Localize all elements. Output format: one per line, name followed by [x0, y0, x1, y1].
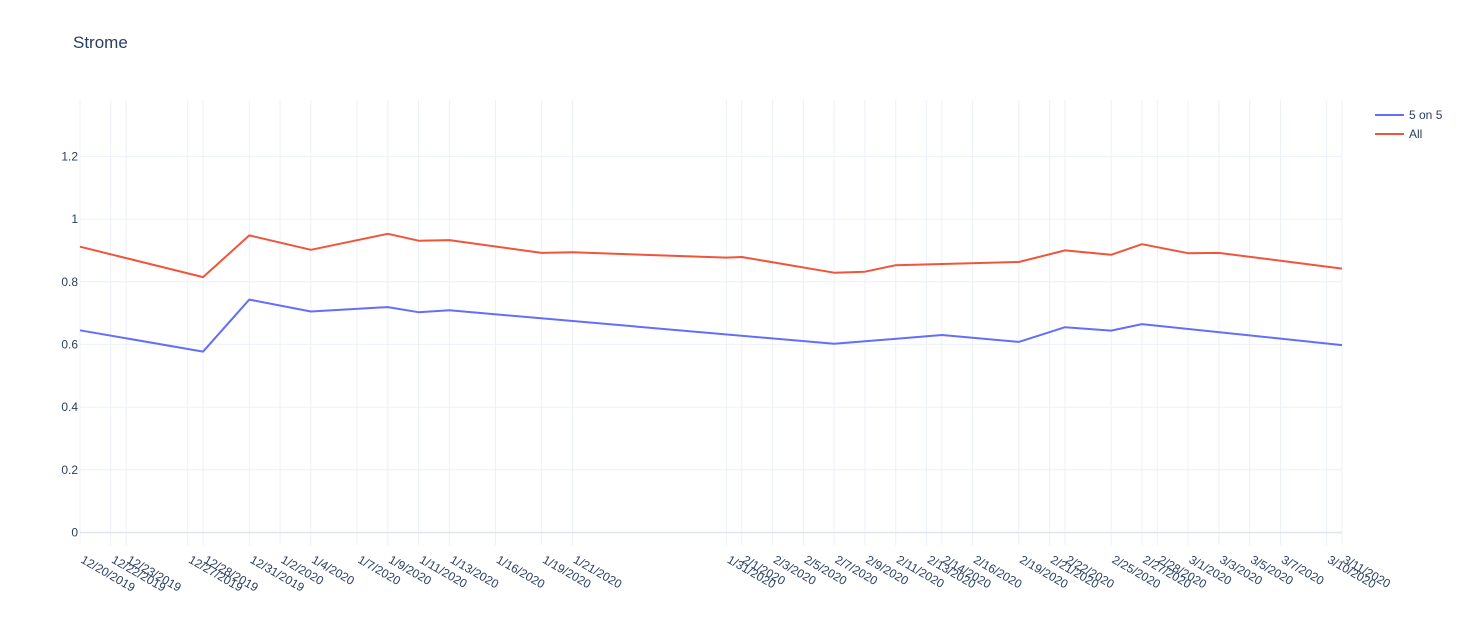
legend-item[interactable]: All: [1375, 127, 1422, 141]
chart-title: Strome: [73, 33, 128, 52]
y-axis-ticks: 0 0.2 0.4 0.6 0.8 1 1.2: [61, 149, 78, 539]
legend[interactable]: 5 on 5 All: [1375, 108, 1443, 141]
legend-label: 5 on 5: [1409, 108, 1443, 122]
legend-label: All: [1409, 127, 1422, 141]
y-tick-label: 0.2: [61, 463, 78, 477]
y-tick-label: 0.6: [61, 337, 78, 351]
legend-item[interactable]: 5 on 5: [1375, 108, 1443, 122]
y-gridlines: [80, 155, 1342, 534]
x-tick-label: 1/16/2020: [494, 552, 548, 591]
series-line-all: [79, 232, 1343, 279]
y-tick-label: 1.2: [61, 149, 78, 163]
y-tick-label: 1: [71, 212, 78, 226]
y-tick-label: 0.8: [61, 275, 78, 289]
series-lines: [79, 232, 1343, 353]
series-line-5-on-5: [79, 298, 1343, 353]
y-tick-label: 0: [71, 525, 78, 539]
x-gridlines: [79, 100, 1343, 545]
y-tick-label: 0.4: [61, 400, 78, 414]
